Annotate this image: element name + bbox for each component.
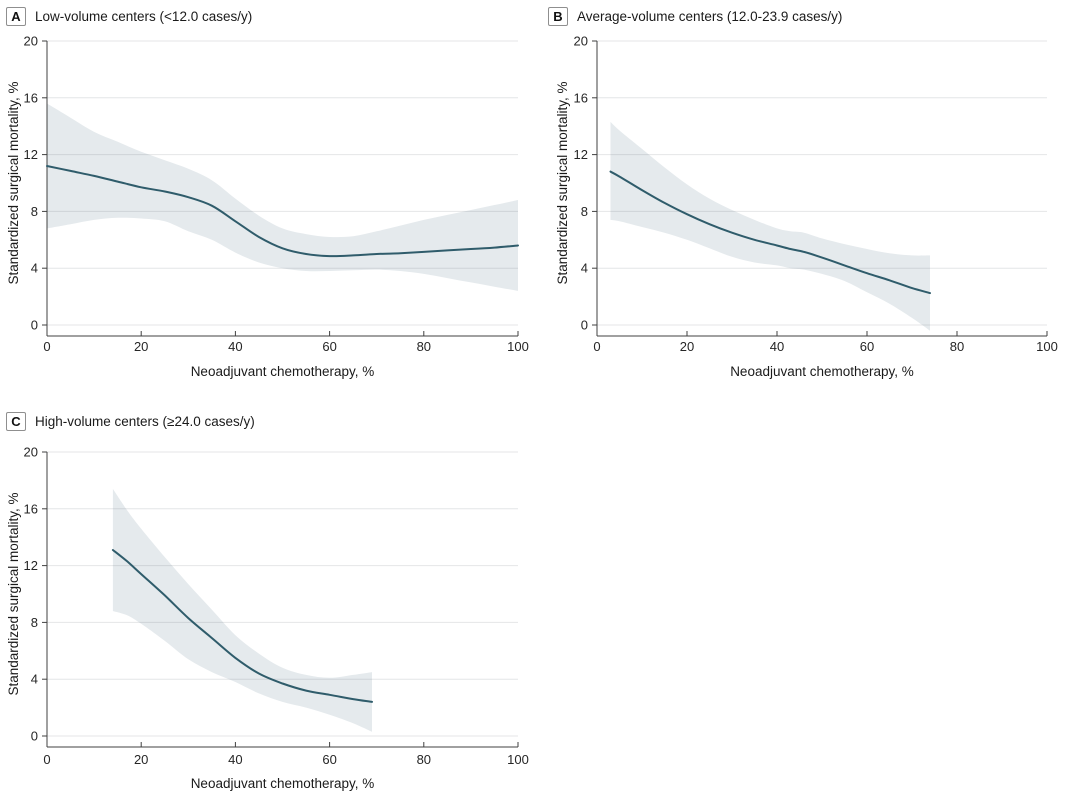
x-tick-label: 0 [593, 339, 600, 354]
confidence-band [610, 121, 930, 331]
y-tick-label: 4 [31, 261, 38, 276]
x-tick-label: 0 [43, 752, 50, 767]
y-tick-label: 12 [24, 147, 38, 162]
panel-high-volume: C High-volume centers (≥24.0 cases/y) 0 4… [0, 405, 540, 797]
panel-a-title: Low-volume centers (<12.0 cases/y) [35, 8, 253, 24]
panel-low-volume: A Low-volume centers (<12.0 cases/y) 0 4 8… [0, 0, 540, 390]
confidence-band [47, 103, 518, 291]
x-axis-title: Neoadjuvant chemotherapy, % [730, 364, 914, 379]
x-tick-label: 80 [417, 752, 431, 767]
y-tick-label: 8 [31, 204, 38, 219]
x-tick-label: 40 [228, 339, 242, 354]
y-tick-label: 20 [24, 34, 38, 49]
y-tick-label: 0 [31, 729, 38, 744]
y-tick-label: 20 [24, 445, 38, 460]
x-tick-label: 100 [507, 752, 529, 767]
y-tick-label: 16 [574, 90, 588, 105]
y-tick-label: 16 [24, 90, 38, 105]
panel-b-title: Average-volume centers (12.0-23.9 cases/… [577, 8, 843, 24]
y-tick-label: 8 [581, 204, 588, 219]
x-tick-label: 20 [134, 339, 148, 354]
panel-average-volume: B Average-volume centers (12.0-23.9 case… [540, 0, 1080, 390]
panel-c-title: High-volume centers (≥24.0 cases/y) [35, 413, 255, 429]
panel-b-letter-badge: B [548, 6, 568, 26]
x-tick-label: 60 [322, 339, 336, 354]
y-tick-label: 8 [31, 615, 38, 630]
panel-c-header: C High-volume centers (≥24.0 cases/y) [0, 405, 540, 434]
x-axis-title: Neoadjuvant chemotherapy, % [191, 364, 375, 379]
x-tick-label: 0 [43, 339, 50, 354]
y-tick-label: 0 [31, 318, 38, 333]
x-axis-title: Neoadjuvant chemotherapy, % [191, 776, 375, 791]
x-tick-label: 80 [950, 339, 964, 354]
x-tick-label: 80 [417, 339, 431, 354]
x-tick-label: 60 [860, 339, 874, 354]
y-axis-title: Standardized surgical mortality, % [6, 81, 21, 284]
y-tick-label: 12 [24, 558, 38, 573]
x-tick-label: 40 [770, 339, 784, 354]
x-tick-label: 60 [322, 752, 336, 767]
panel-c-letter-badge: C [6, 411, 26, 431]
panel-a-letter-badge: A [6, 6, 26, 26]
confidence-band [112, 488, 373, 732]
trend-line [46, 165, 519, 258]
trend-line [609, 170, 931, 295]
panel-a-chart: 0 4 8 12 16 20 0 20 40 60 80 100 Neoadjuvant chemoth… [6, 34, 529, 380]
y-tick-label: 20 [574, 34, 588, 49]
panel-c-chart: 0 4 8 12 16 20 0 20 40 60 80 100 Neoadjuvant chemoth… [6, 445, 529, 792]
panel-b-header: B Average-volume centers (12.0-23.9 case… [540, 0, 1080, 29]
panel-b-chart: 0 4 8 12 16 20 0 20 40 60 80 100 Neoadjuvant chemoth… [555, 34, 1058, 380]
y-axis-title: Standardized surgical mortality, % [555, 81, 570, 284]
trend-line [111, 549, 373, 703]
y-tick-label: 4 [31, 672, 38, 687]
x-tick-label: 100 [507, 339, 529, 354]
y-tick-label: 0 [581, 318, 588, 333]
y-tick-label: 16 [24, 501, 38, 516]
x-tick-label: 100 [1036, 339, 1058, 354]
x-tick-label: 20 [680, 339, 694, 354]
x-tick-label: 40 [228, 752, 242, 767]
y-axis-title: Standardized surgical mortality, % [6, 492, 21, 695]
y-tick-label: 4 [581, 261, 588, 276]
x-tick-label: 20 [134, 752, 148, 767]
panel-a-header: A Low-volume centers (<12.0 cases/y) [0, 0, 540, 29]
y-tick-label: 12 [574, 147, 588, 162]
